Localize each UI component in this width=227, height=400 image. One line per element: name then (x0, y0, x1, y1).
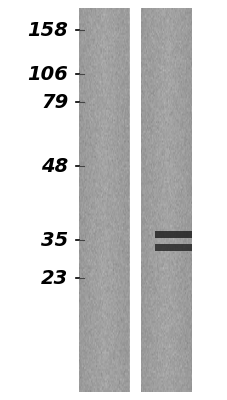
Text: 79: 79 (41, 92, 68, 112)
FancyBboxPatch shape (154, 231, 191, 238)
FancyBboxPatch shape (154, 244, 191, 251)
FancyBboxPatch shape (78, 8, 128, 392)
Text: 23: 23 (41, 268, 68, 288)
Text: 158: 158 (27, 20, 68, 40)
Text: 35: 35 (41, 230, 68, 250)
FancyBboxPatch shape (137, 8, 140, 392)
FancyBboxPatch shape (141, 8, 191, 392)
Text: 48: 48 (41, 156, 68, 176)
Text: 106: 106 (27, 64, 68, 84)
